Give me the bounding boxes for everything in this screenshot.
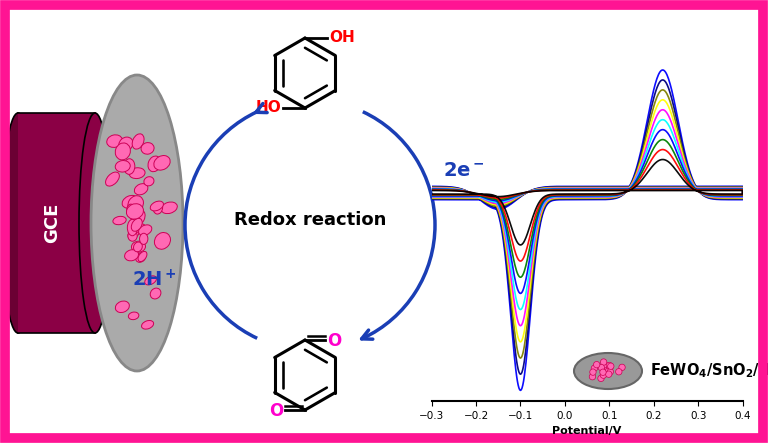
X-axis label: Potential/V: Potential/V xyxy=(552,426,622,436)
Circle shape xyxy=(601,359,607,365)
Ellipse shape xyxy=(129,168,145,179)
Ellipse shape xyxy=(122,195,138,208)
Ellipse shape xyxy=(2,113,34,333)
Ellipse shape xyxy=(127,204,134,215)
Text: OH: OH xyxy=(329,30,355,44)
Ellipse shape xyxy=(136,253,146,262)
Ellipse shape xyxy=(134,184,148,195)
Text: $\mathbf{2e^-}$: $\mathbf{2e^-}$ xyxy=(443,160,485,179)
Circle shape xyxy=(616,369,622,375)
Ellipse shape xyxy=(128,229,139,239)
Circle shape xyxy=(607,363,614,369)
Ellipse shape xyxy=(131,218,142,231)
Circle shape xyxy=(600,372,607,378)
Ellipse shape xyxy=(153,202,163,214)
Ellipse shape xyxy=(141,320,154,329)
Ellipse shape xyxy=(128,312,139,320)
Circle shape xyxy=(604,363,610,369)
Ellipse shape xyxy=(154,233,170,249)
Ellipse shape xyxy=(144,276,157,285)
Ellipse shape xyxy=(115,143,131,160)
Ellipse shape xyxy=(107,135,122,148)
Circle shape xyxy=(604,367,611,374)
Ellipse shape xyxy=(161,202,177,214)
Ellipse shape xyxy=(115,160,131,172)
Ellipse shape xyxy=(140,233,148,245)
Ellipse shape xyxy=(134,224,145,232)
Ellipse shape xyxy=(574,353,642,389)
Ellipse shape xyxy=(154,155,170,170)
Ellipse shape xyxy=(148,156,161,172)
Ellipse shape xyxy=(127,204,144,219)
Ellipse shape xyxy=(131,209,145,225)
Circle shape xyxy=(591,365,598,371)
Ellipse shape xyxy=(128,196,144,212)
Ellipse shape xyxy=(144,177,154,186)
Text: O: O xyxy=(269,402,283,420)
Ellipse shape xyxy=(132,134,144,149)
Circle shape xyxy=(590,369,596,375)
Ellipse shape xyxy=(151,201,164,211)
Text: HO: HO xyxy=(255,100,281,114)
Circle shape xyxy=(607,369,614,375)
Ellipse shape xyxy=(128,231,137,241)
Circle shape xyxy=(605,371,612,377)
Circle shape xyxy=(604,368,610,374)
Ellipse shape xyxy=(119,137,133,151)
Ellipse shape xyxy=(151,288,161,299)
Circle shape xyxy=(594,361,600,368)
Circle shape xyxy=(589,373,596,380)
Ellipse shape xyxy=(91,75,183,371)
Text: Redox reaction: Redox reaction xyxy=(233,211,386,229)
Bar xyxy=(18,113,95,333)
Ellipse shape xyxy=(113,216,126,225)
Circle shape xyxy=(605,368,611,374)
Circle shape xyxy=(606,362,613,369)
Ellipse shape xyxy=(124,159,135,175)
Circle shape xyxy=(598,375,604,381)
Circle shape xyxy=(607,363,614,370)
Circle shape xyxy=(600,369,606,375)
Text: $\mathbf{2H^+}$: $\mathbf{2H^+}$ xyxy=(132,269,177,291)
Ellipse shape xyxy=(131,241,145,252)
Ellipse shape xyxy=(105,172,119,186)
Ellipse shape xyxy=(138,252,147,261)
Text: O: O xyxy=(327,332,341,350)
Ellipse shape xyxy=(115,301,129,313)
Circle shape xyxy=(619,364,625,370)
Ellipse shape xyxy=(141,143,154,154)
Ellipse shape xyxy=(127,219,137,236)
Text: $\mathbf{FeWO_4/SnO_2/Nf}$: $\mathbf{FeWO_4/SnO_2/Nf}$ xyxy=(650,361,768,381)
Ellipse shape xyxy=(138,225,152,235)
Ellipse shape xyxy=(134,242,142,252)
Ellipse shape xyxy=(124,250,138,261)
Text: GCE: GCE xyxy=(44,203,61,243)
Circle shape xyxy=(598,364,604,371)
Ellipse shape xyxy=(79,113,111,333)
